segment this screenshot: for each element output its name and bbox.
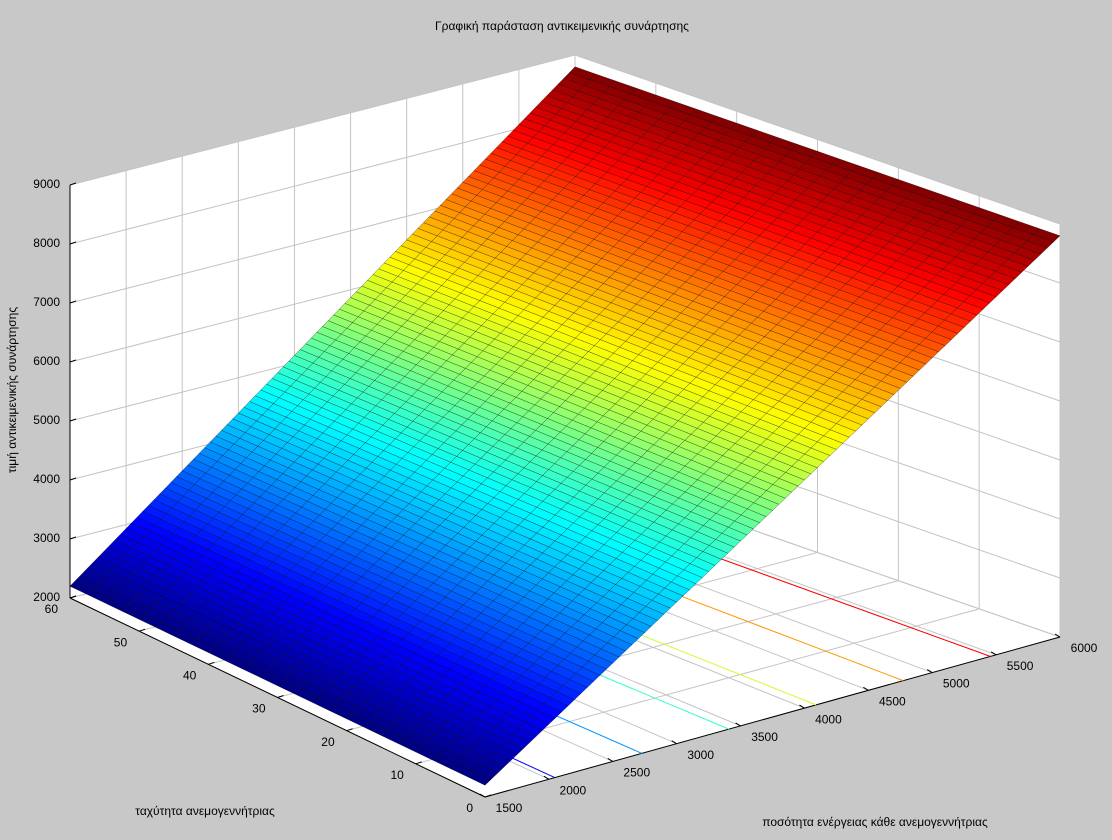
y-tick-label: 60	[45, 602, 59, 616]
z-tick	[69, 182, 77, 186]
y-tick-label: 20	[321, 735, 335, 749]
surface-cell	[294, 297, 805, 542]
surface-cell	[406, 182, 933, 420]
grid-line	[69, 113, 576, 245]
surface-cell	[350, 239, 869, 481]
y-tick	[346, 728, 353, 732]
surface-cell	[181, 412, 677, 664]
z-tick-label: 4000	[33, 472, 60, 486]
y-tick-label: 10	[390, 768, 404, 782]
grid-line	[69, 54, 576, 186]
z-tick-label: 7000	[33, 295, 60, 309]
surface-cell	[462, 124, 997, 359]
x-tick-label: 6000	[1071, 641, 1098, 655]
z-tick	[69, 359, 77, 363]
x-tick	[799, 704, 805, 709]
z-tick-label: 3000	[33, 531, 60, 545]
z-tick-label: 2000	[33, 590, 60, 604]
z-tick	[69, 418, 77, 422]
x-tick	[607, 758, 614, 762]
surface-cell	[238, 355, 741, 603]
x-tick	[671, 740, 677, 745]
x-axis-label: ποσότητα ενέργειας κάθε ανεμογεννήτριας	[762, 815, 988, 829]
surface-cell	[125, 470, 614, 725]
chart-title: Γραφική παράσταση αντικειμενικής συνάρτη…	[435, 19, 689, 33]
z-tick	[69, 477, 77, 481]
z-tick-label: 8000	[33, 236, 60, 250]
surface-cell	[518, 66, 1061, 298]
x-tick	[543, 775, 550, 780]
z-axis-label: τιμή αντικειμενικής συνάρτησης	[5, 307, 19, 473]
x-tick-label: 4500	[879, 695, 906, 709]
x-tick-label: 1500	[496, 801, 523, 815]
x-tick-label: 3500	[751, 730, 778, 744]
y-tick	[277, 695, 284, 698]
x-tick-label: 4000	[815, 712, 842, 726]
surface-cell	[69, 528, 550, 786]
y-tick-label: 40	[183, 669, 197, 683]
grid-line	[574, 54, 1061, 225]
surface-facet	[467, 770, 492, 786]
z-tick	[69, 536, 77, 540]
x-tick	[1054, 633, 1061, 638]
y-tick-label: 30	[252, 702, 266, 716]
y-tick	[69, 595, 77, 599]
x-axis-line	[484, 636, 1061, 798]
y-tick	[208, 661, 215, 665]
z-tick-label: 5000	[33, 413, 60, 427]
x-tick-label: 5500	[1007, 659, 1034, 673]
y-tick	[415, 761, 422, 765]
z-tick-label: 9000	[33, 177, 60, 191]
x-tick	[926, 669, 933, 673]
y-tick-label: 0	[466, 801, 473, 815]
x-tick	[863, 686, 869, 691]
x-tick-label: 5000	[943, 677, 970, 691]
x-tick	[479, 793, 486, 798]
y-tick-label: 50	[114, 635, 128, 649]
z-tick-label: 6000	[33, 354, 60, 368]
x-tick	[990, 651, 997, 656]
axes: 2000 3000 4000 5000 6000 7000 8000 9000 0 10 20 30 4…	[33, 54, 1098, 815]
x-tick-label: 2000	[560, 783, 587, 797]
x-tick	[735, 722, 741, 727]
y-tick	[139, 628, 146, 632]
z-tick	[69, 300, 77, 304]
y-axis-label: ταχύτητα ανεμογεννήτριας	[135, 804, 275, 818]
z-tick	[69, 241, 77, 245]
y-tick	[484, 794, 492, 798]
x-tick-label: 3000	[687, 748, 714, 762]
x-tick-label: 2500	[623, 766, 650, 780]
